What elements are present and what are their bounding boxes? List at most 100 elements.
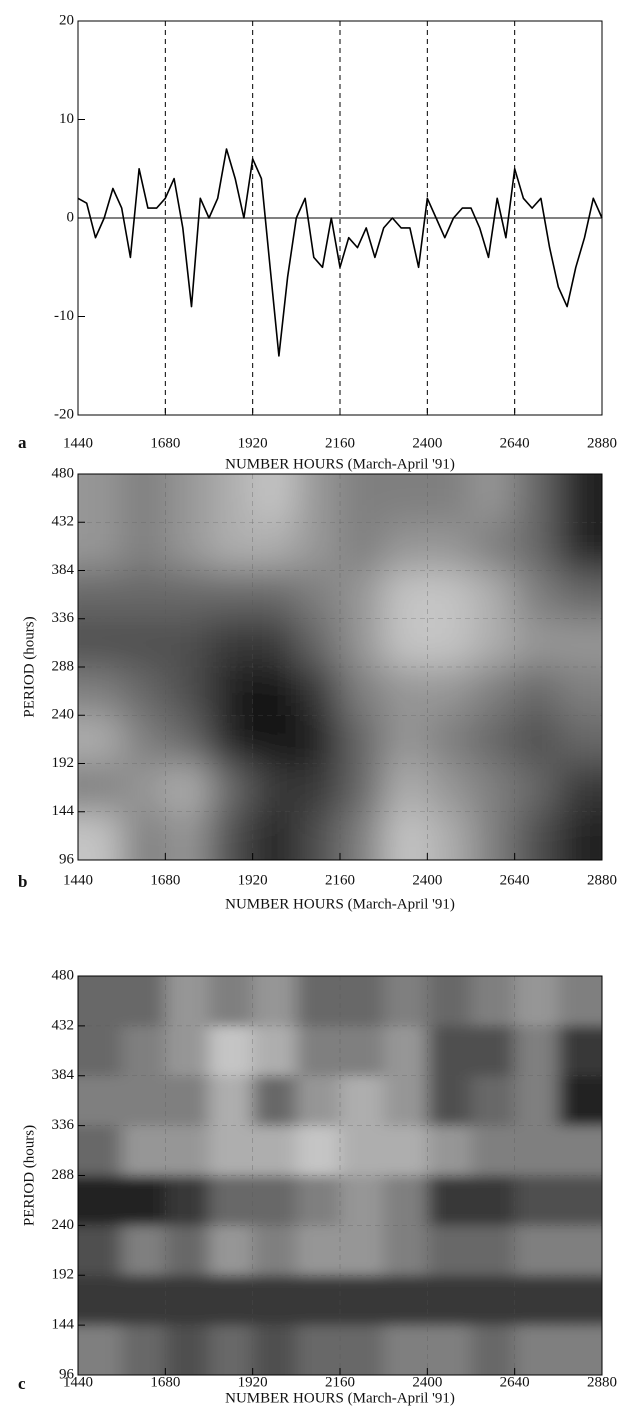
heat-cell (383, 1325, 428, 1375)
panel-letter: b (18, 872, 27, 891)
y-tick-label: 336 (52, 1117, 75, 1133)
x-tick-label: 1680 (150, 872, 180, 888)
x-tick-label: 2880 (587, 872, 617, 888)
heat-cell (296, 1125, 341, 1176)
heat-cell (252, 1075, 297, 1127)
heat-cell (121, 1175, 166, 1226)
heat-cell (209, 1175, 254, 1226)
heatmap (78, 474, 602, 860)
heat-cell (471, 1125, 516, 1176)
heat-cell (471, 1025, 516, 1077)
heat-cell (78, 715, 123, 764)
y-tick-label: 240 (52, 1217, 75, 1233)
heat-cell (121, 522, 166, 571)
heat-cell (252, 1225, 297, 1276)
heat-cell (558, 474, 602, 523)
heat-cell (165, 976, 210, 1027)
heat-cell (383, 715, 428, 764)
heat-cell (78, 522, 123, 571)
y-tick-label: 480 (52, 967, 75, 983)
heat-cell (340, 667, 385, 716)
heat-cell (165, 570, 210, 620)
heat-cell (514, 976, 559, 1027)
heatmap-cells (78, 976, 602, 1375)
heat-cell (558, 811, 602, 860)
heat-cell (514, 1125, 559, 1176)
heat-cell (514, 474, 559, 523)
y-tick-label: 20 (59, 12, 74, 28)
heat-cell (121, 667, 166, 716)
heat-cell (121, 474, 166, 523)
y-tick-label: 288 (52, 1167, 75, 1183)
y-tick-label: 384 (52, 1067, 75, 1083)
heat-cell (471, 976, 516, 1027)
heat-cell (558, 1125, 602, 1176)
heat-cell (383, 763, 428, 813)
heat-cell (514, 763, 559, 813)
heat-cell (252, 811, 297, 860)
heat-cell (471, 811, 516, 860)
heatmap (78, 976, 602, 1375)
heat-cell (78, 1225, 123, 1276)
heat-cell (340, 1025, 385, 1077)
heat-cell (78, 618, 123, 668)
y-tick-label: 96 (59, 1366, 75, 1382)
y-tick-label: 10 (59, 111, 74, 127)
heat-cell (383, 618, 428, 668)
heat-cell (427, 763, 472, 813)
heat-cell (558, 1075, 602, 1127)
heat-cell (340, 618, 385, 668)
x-tick-label: 1440 (63, 1374, 93, 1390)
heat-cell (383, 1275, 428, 1326)
heat-cell (296, 1075, 341, 1127)
heat-cell (78, 1325, 123, 1375)
heat-cell (383, 1175, 428, 1226)
heat-cell (209, 1225, 254, 1276)
x-tick-label: 2400 (412, 872, 442, 888)
heat-cell (427, 1075, 472, 1127)
heat-cell (471, 1225, 516, 1276)
heat-cell (471, 715, 516, 764)
heat-cell (165, 522, 210, 571)
heat-cell (558, 1275, 602, 1326)
heat-cell (514, 1275, 559, 1326)
heat-cell (296, 522, 341, 571)
heat-cell (209, 715, 254, 764)
heat-cell (252, 1025, 297, 1077)
heat-cell (209, 1125, 254, 1176)
heat-cell (209, 763, 254, 813)
y-tick-label: 288 (52, 658, 75, 674)
x-tick-label: 1680 (150, 1374, 180, 1390)
heat-cell (558, 763, 602, 813)
y-tick-label: 192 (52, 755, 75, 771)
heat-cell (252, 1125, 297, 1176)
heat-cell (427, 1025, 472, 1077)
heat-cell (121, 1225, 166, 1276)
x-axis-label: NUMBER HOURS (March-April '91) (225, 896, 455, 912)
y-axis-label: PERIOD (hours) (21, 616, 37, 717)
y-tick-label: 480 (52, 465, 75, 481)
heat-cell (340, 1275, 385, 1326)
x-tick-label: 2880 (587, 1374, 617, 1390)
heat-cell (558, 667, 602, 716)
heat-cell (427, 667, 472, 716)
heat-cell (514, 618, 559, 668)
heat-cell (296, 976, 341, 1027)
heat-cell (471, 1325, 516, 1375)
heat-cell (296, 1325, 341, 1375)
plot-frame (77, 975, 603, 1376)
y-tick-label: 144 (52, 1317, 75, 1333)
heat-cell (165, 811, 210, 860)
heat-cell (514, 1175, 559, 1226)
heat-cell (383, 976, 428, 1027)
x-tick-label: 1920 (238, 872, 268, 888)
heat-cell (340, 1175, 385, 1226)
y-tick-label: 432 (52, 514, 75, 530)
y-tick-label: -20 (54, 406, 74, 422)
heat-cell (427, 1275, 472, 1326)
heat-cell (471, 1075, 516, 1127)
heat-cell (209, 976, 254, 1027)
x-tick-label: 2160 (325, 1374, 355, 1390)
x-axis-label: NUMBER HOURS (March-April '91) (225, 1390, 455, 1406)
